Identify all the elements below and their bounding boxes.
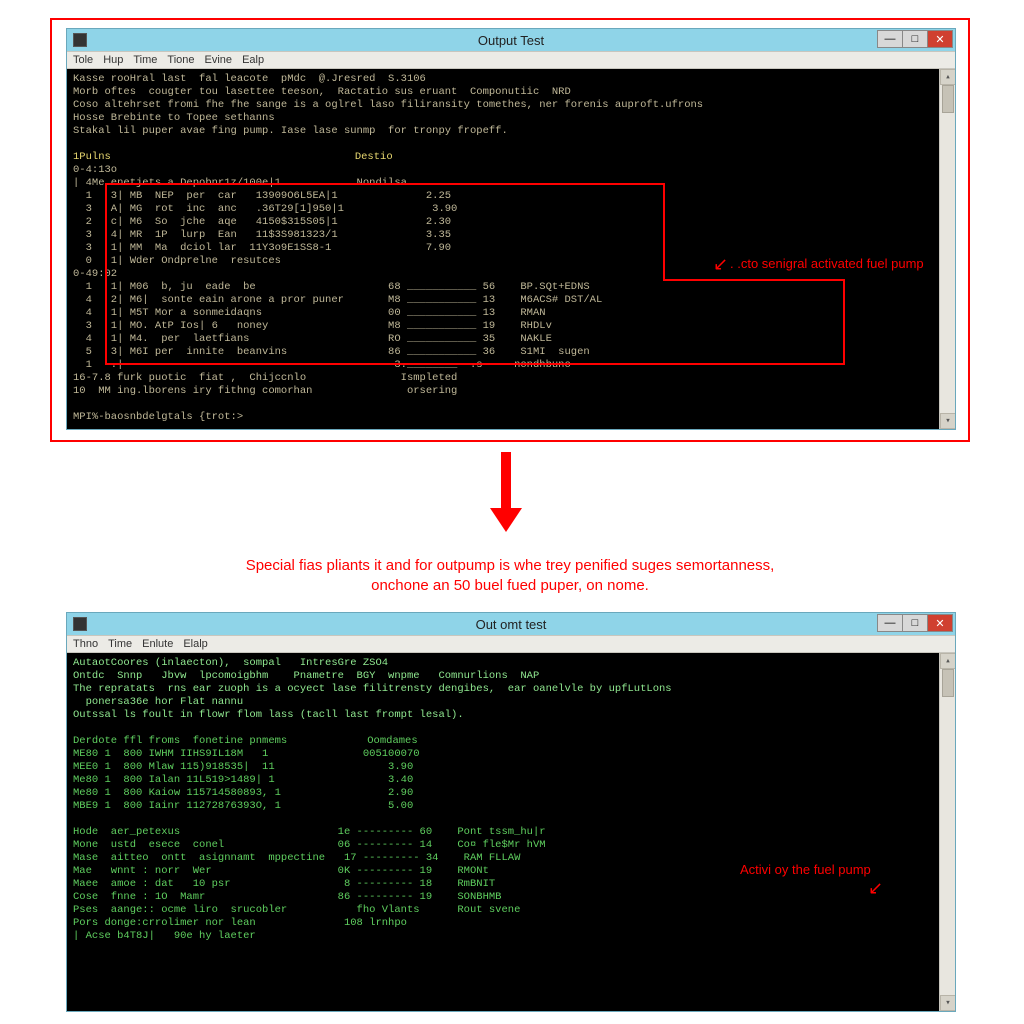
- term-row: 3 1| MM Ma dciol lar 11Y3o9E1SS8-1 7.90: [73, 242, 949, 255]
- term-line: Kasse rooHral last fal leacote pMdc @.Jr…: [73, 73, 949, 86]
- menu-item[interactable]: Hup: [103, 54, 123, 66]
- maximize-button[interactable]: □: [902, 614, 928, 632]
- term-section: 0-4:13o: [73, 164, 949, 177]
- middle-caption: Special fias pliants it and for outpump …: [160, 556, 860, 597]
- bottom-scrollbar[interactable]: ▴ ▾: [939, 653, 955, 1011]
- top-menubar: Tole Hup Time Tione Evine Ealp: [67, 51, 955, 69]
- bottom-menubar: Thno Time Enlute Elalp: [67, 635, 955, 653]
- close-button[interactable]: ✕: [927, 614, 953, 632]
- term-line: Coso altehrset fromi fhe fhe sange is a …: [73, 99, 949, 112]
- term-col-headers: 1PulnsDestio: [73, 151, 949, 164]
- term-prompt: MPI%-baosnbdelgtals {trot:>: [73, 411, 949, 424]
- maximize-button[interactable]: □: [902, 30, 928, 48]
- term-line: ponersa36e hor Flat nannu: [73, 696, 949, 709]
- term-row: Me80 1 800 Kaiow 115714580893, 1 2.90: [73, 787, 949, 800]
- top-annotation: . .cto senigral activated fuel pump: [730, 256, 924, 271]
- bottom-window-title: Out omt test: [67, 617, 955, 632]
- term-row: Maee amoe : dat 10 psr 8 --------- 18 Rm…: [73, 878, 949, 891]
- term-row: 1 1| M06 b, ju eade be 68 ___________ 56…: [73, 281, 949, 294]
- term-row: 4 1| M4. per laetfians RO ___________ 35…: [73, 333, 949, 346]
- term-row: Pors donge:crrolimer nor lean 108 lrnhpo: [73, 917, 949, 930]
- term-row: Cose fnne : 1O Mamr 86 --------- 19 SONB…: [73, 891, 949, 904]
- big-down-arrow-icon: [490, 452, 520, 532]
- term-col-headers: Derdote ffl froms fonetine pnmemsOomdame…: [73, 735, 949, 748]
- term-row: MEE0 1 800 Mlaw 115)918535| 11 3.90: [73, 761, 949, 774]
- scrollbar-up-icon[interactable]: ▴: [940, 69, 955, 85]
- scrollbar-up-icon[interactable]: ▴: [940, 653, 955, 669]
- menu-item[interactable]: Tione: [167, 54, 194, 66]
- term-row: | 4Me enetjets a Depobnr1z/100e|1 Nondil…: [73, 177, 949, 190]
- top-scrollbar[interactable]: ▴ ▾: [939, 69, 955, 429]
- term-row: 2 c| M6 So jche aqe 4150$315S05|1 2.30: [73, 216, 949, 229]
- term-row: MBE9 1 800 Iainr 11272876393O, 1 5.00: [73, 800, 949, 813]
- menu-item[interactable]: Time: [108, 638, 132, 650]
- term-row: 4 1| M5T Mor a sonmeidaqns 00 __________…: [73, 307, 949, 320]
- menu-item[interactable]: Ealp: [242, 54, 264, 66]
- term-row: 1 3| MB NEP per car 13909O6L5EA|1 2.25: [73, 190, 949, 203]
- menu-item[interactable]: Thno: [73, 638, 98, 650]
- term-row: 3 4| MR 1P lurp Ean 11$3S981323/1 3.35: [73, 229, 949, 242]
- menu-item[interactable]: Enlute: [142, 638, 173, 650]
- term-line: The repratats rns ear zuoph is a ocyect …: [73, 683, 949, 696]
- term-line: [73, 138, 949, 151]
- scrollbar-down-icon[interactable]: ▾: [940, 995, 955, 1011]
- top-window: Output Test — □ ✕ Tole Hup Time Tione Ev…: [66, 28, 956, 430]
- term-row: 3 A| MG rot inc anc .36T29[1]950|1 3.90: [73, 203, 949, 216]
- menu-item[interactable]: Tole: [73, 54, 93, 66]
- term-row: Pses aange:: ocme liro srucobler fho Vla…: [73, 904, 949, 917]
- term-row: 10 MM ing.lborens iry fithng comorhan or…: [73, 385, 949, 398]
- bottom-window: Out omt test — □ ✕ Thno Time Enlute Elal…: [66, 612, 956, 1012]
- term-row: 3 1| MO. AtP Ios| 6 noney M8 ___________…: [73, 320, 949, 333]
- term-prompt: | Acse b4T8J| 90e hy laeter: [73, 930, 949, 943]
- term-line: Hosse Brebinte to Topee sethanns: [73, 112, 949, 125]
- bottom-annotation-arrow-icon: ↙: [868, 878, 883, 899]
- top-window-title: Output Test: [67, 33, 955, 48]
- term-row: 1 .| 3.________ .s nondhbuno: [73, 359, 949, 372]
- minimize-button[interactable]: —: [877, 30, 903, 48]
- term-row: Hode aer_petexus 1e --------- 60 Pont ts…: [73, 826, 949, 839]
- term-line: [73, 722, 949, 735]
- term-row: ME80 1 800 IWHM IIHS9IL18M 1 005100070: [73, 748, 949, 761]
- term-line: Morb oftes cougter tou lasettee teeson, …: [73, 86, 949, 99]
- term-line: AutaotCoores (inlaecton), sompal IntresG…: [73, 657, 949, 670]
- term-row: Mone ustd esece conel 06 --------- 14 Co…: [73, 839, 949, 852]
- term-line: Ontdc Snnp Jbvw lpcomoigbhm Pnametre BGY…: [73, 670, 949, 683]
- scrollbar-down-icon[interactable]: ▾: [940, 413, 955, 429]
- top-terminal: Kasse rooHral last fal leacote pMdc @.Jr…: [67, 69, 955, 429]
- term-line: Outssal ls foult in flowr flom lass (tac…: [73, 709, 949, 722]
- term-row: 16-7.8 furk puotic fiat , Chijccnlo Ismp…: [73, 372, 949, 385]
- menu-item[interactable]: Elalp: [183, 638, 207, 650]
- term-row: 4 2| M6| sonte eain arone a pror puner M…: [73, 294, 949, 307]
- menu-item[interactable]: Evine: [205, 54, 233, 66]
- bottom-annotation: Activi oy the fuel pump: [740, 862, 871, 877]
- top-annotation-arrow-icon: ↙: [713, 254, 728, 275]
- menu-item[interactable]: Time: [133, 54, 157, 66]
- term-line: [73, 813, 949, 826]
- bottom-terminal: AutaotCoores (inlaecton), sompal IntresG…: [67, 653, 955, 1011]
- term-line: Stakal lil puper avae fing pump. Iase la…: [73, 125, 949, 138]
- term-line: [73, 398, 949, 411]
- scrollbar-thumb[interactable]: [942, 85, 954, 113]
- term-row: 5 3| M6I per innite beanvins 86 ________…: [73, 346, 949, 359]
- term-row: Me80 1 800 Ialan 11L519>1489| 1 3.40: [73, 774, 949, 787]
- bottom-titlebar: Out omt test — □ ✕: [67, 613, 955, 635]
- minimize-button[interactable]: —: [877, 614, 903, 632]
- top-titlebar: Output Test — □ ✕: [67, 29, 955, 51]
- close-button[interactable]: ✕: [927, 30, 953, 48]
- scrollbar-thumb[interactable]: [942, 669, 954, 697]
